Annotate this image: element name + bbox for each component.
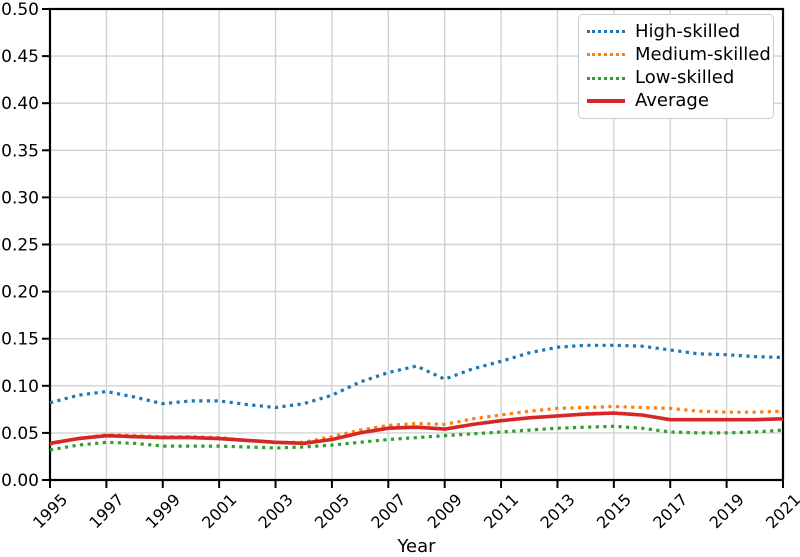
- x-tick-label: 1997: [85, 490, 127, 532]
- x-tick-label: 2009: [424, 490, 466, 532]
- legend-line-sample-average: [587, 99, 625, 104]
- legend-item-low-skilled: Low-skilled: [587, 69, 769, 87]
- x-tick-label: 2001: [198, 490, 240, 532]
- legend-label-medium-skilled: Medium-skilled: [635, 43, 771, 65]
- x-tick-label: 2013: [536, 490, 578, 532]
- legend-label-low-skilled: Low-skilled: [635, 67, 735, 89]
- y-tick-label: 0.35: [1, 141, 39, 161]
- x-axis-title: Year: [397, 536, 436, 557]
- x-tick-label: 2011: [480, 490, 522, 532]
- x-tick-label: 1995: [29, 490, 71, 532]
- legend-label-high-skilled: High-skilled: [635, 20, 741, 42]
- legend-line-sample-high-skilled: [587, 30, 625, 34]
- legend-box: High-skilled Medium-skilled Low-skilled …: [578, 14, 774, 119]
- y-tick-label: 0.00: [1, 471, 39, 491]
- x-tick-label: 2005: [311, 490, 353, 532]
- legend-item-medium-skilled: Medium-skilled: [587, 43, 771, 65]
- legend-line-sample-medium-skilled: [587, 53, 625, 57]
- y-tick-label: 0.20: [1, 283, 39, 303]
- x-tick-label: 1999: [142, 490, 184, 532]
- x-tick-label: 2003: [255, 490, 297, 532]
- x-tick-label: 2007: [367, 490, 409, 532]
- y-tick-label: 0.40: [1, 94, 39, 114]
- series-average-line: [49, 411, 784, 446]
- legend-item-average: Average: [587, 92, 769, 110]
- x-tick-label: 2019: [706, 490, 748, 532]
- x-tick-label: 2015: [593, 490, 635, 532]
- series-low-skilled-line: [49, 424, 784, 452]
- y-tick-label: 0.30: [1, 188, 39, 208]
- legend-label-average: Average: [635, 90, 709, 112]
- x-tick-label: 2021: [762, 490, 800, 532]
- y-tick-label: 0.45: [1, 47, 39, 67]
- y-tick-label: 0.15: [1, 330, 39, 350]
- legend-item-high-skilled: High-skilled: [587, 20, 769, 42]
- y-tick-label: 0.50: [1, 0, 39, 20]
- x-tick-label: 2017: [649, 490, 691, 532]
- y-tick-label: 0.05: [1, 424, 39, 444]
- y-tick-label: 0.10: [1, 377, 39, 397]
- y-tick-label: 0.25: [1, 236, 39, 256]
- legend-line-sample-low-skilled: [587, 76, 625, 80]
- series-high-skilled-line: [49, 343, 784, 410]
